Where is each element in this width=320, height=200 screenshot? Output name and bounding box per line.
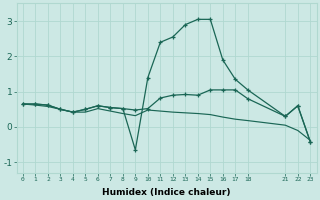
X-axis label: Humidex (Indice chaleur): Humidex (Indice chaleur) [102,188,231,197]
